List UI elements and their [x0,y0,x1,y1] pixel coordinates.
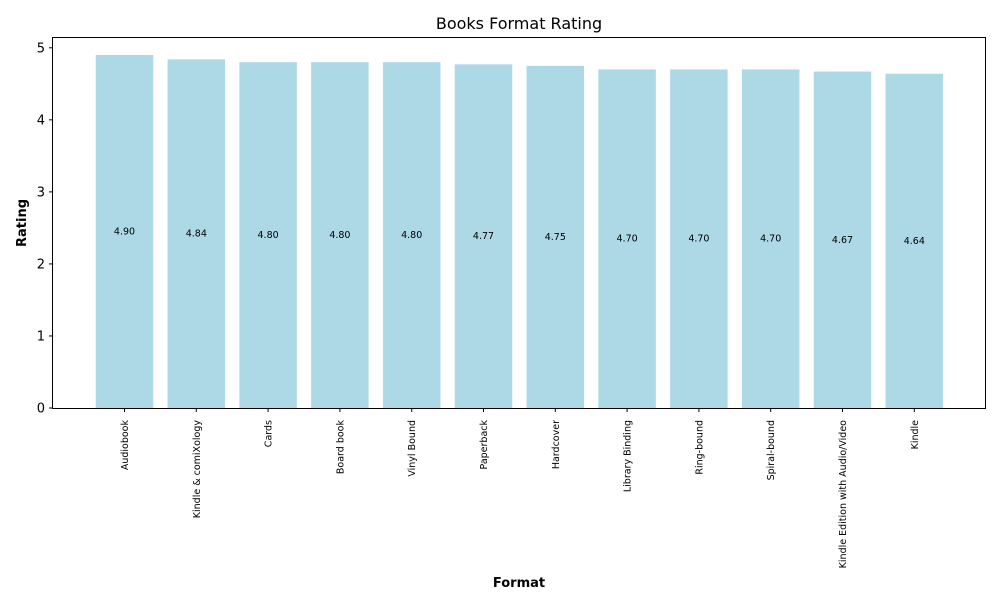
y-tick-label: 3 [37,185,45,200]
bar-value-label: 4.70 [688,234,709,245]
bars-group [95,55,944,409]
x-tick-label: Cards [264,420,275,447]
bar [95,55,154,408]
x-tick-label: Ring-bound [694,420,705,475]
bar-value-label: 4.80 [329,230,350,241]
plot-frame [52,37,986,409]
bar [813,71,872,408]
bar-value-label: 4.80 [401,230,422,241]
bar [167,59,226,408]
bar [311,62,369,409]
bar-value-label: 4.70 [617,234,638,245]
x-tick-label: Board book [335,420,346,475]
x-tick-label: Audiobook [120,420,131,471]
bar-value-label: 4.67 [832,235,853,246]
bar [526,65,585,408]
bar-value-label: 4.77 [473,231,494,242]
y-tick-label: 5 [37,41,45,56]
bar [670,69,728,409]
y-axis: 0 1 2 3 4 5 [37,41,53,417]
x-axis: Audiobook Kindle & comiXology Cards Board b… [120,408,921,568]
bar-value-label: 4.90 [114,227,135,238]
x-tick-label: Paperback [479,420,490,470]
x-axis-label: Format [493,576,545,591]
x-tick-label: Spiral-bound [766,420,777,480]
bar [239,62,297,409]
x-tick-label: Library Binding [623,420,634,492]
bar [598,69,656,409]
x-tick-label: Vinyl Bound [407,420,418,477]
bar-value-label: 4.70 [760,234,781,245]
y-tick-label: 1 [37,329,45,344]
bar-value-label: 4.75 [545,232,566,243]
bar [885,73,944,409]
y-axis-label: Rating [15,199,30,247]
bar-value-label: 4.84 [186,229,207,240]
bar [382,62,441,409]
bar-value-label: 4.64 [904,236,925,247]
data-labels-group: 4.90 4.84 4.80 4.80 4.80 4.77 4.75 4.70 4.70 4.70… [114,227,925,247]
y-tick-label: 2 [37,257,45,272]
bar [741,69,800,409]
x-tick-label: Kindle [910,420,921,450]
chart-title: Books Format Rating [436,14,602,33]
y-tick-label: 4 [37,113,45,128]
bar [454,64,513,409]
x-tick-label: Hardcover [551,420,562,469]
x-tick-label: Kindle Edition with Audio/Video [838,420,849,568]
y-tick-label: 0 [37,402,45,417]
x-tick-label: Kindle & comiXology [192,420,203,519]
bar-value-label: 4.80 [258,230,279,241]
